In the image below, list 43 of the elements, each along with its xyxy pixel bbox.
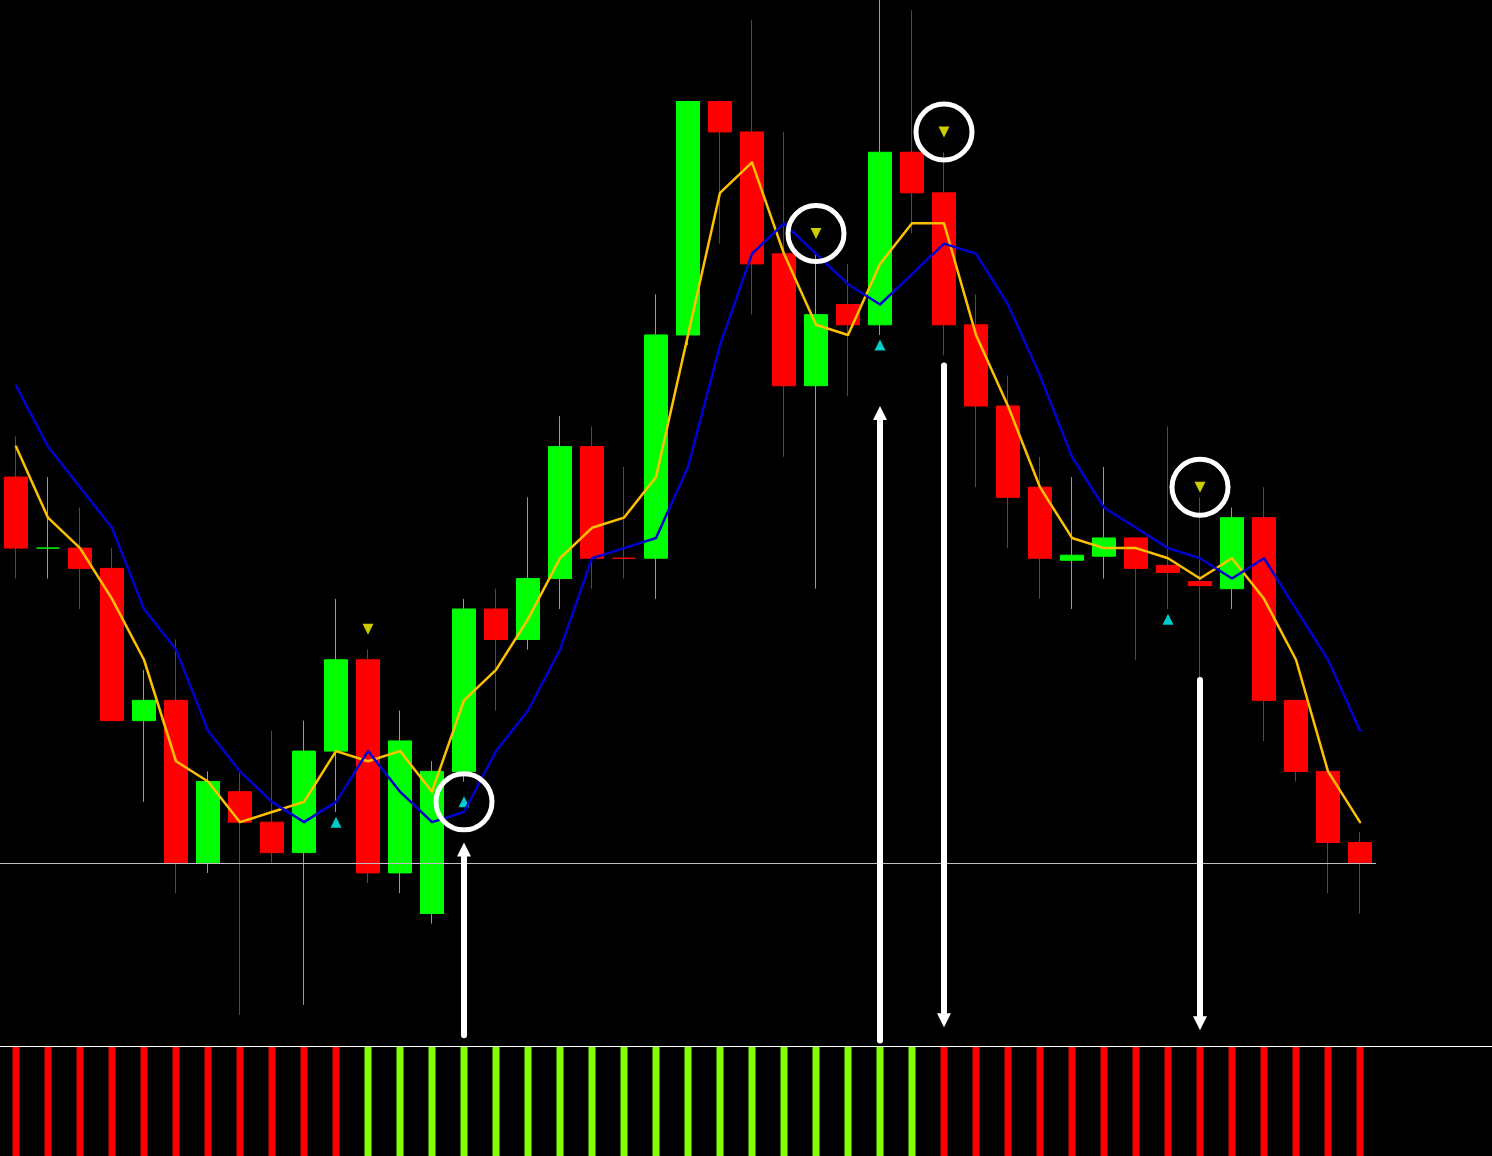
candlestick — [1028, 456, 1052, 600]
candlestick — [1252, 486, 1276, 742]
candlestick — [388, 710, 412, 894]
point — [1162, 613, 1174, 625]
candlestick — [708, 101, 732, 245]
candlestick — [964, 293, 988, 488]
point — [874, 339, 886, 351]
candlestick — [260, 730, 284, 864]
candlestick — [644, 293, 668, 600]
candlestick — [132, 669, 156, 803]
candlestick — [452, 598, 476, 783]
candlestick — [996, 375, 1020, 549]
candlestick — [772, 131, 796, 458]
candlestick — [740, 19, 764, 316]
candlestick — [516, 496, 540, 651]
candlestick — [484, 588, 508, 711]
candlestick — [1156, 425, 1180, 610]
candlestick — [804, 253, 828, 590]
candlestick — [868, 0, 892, 336]
candlestick — [932, 151, 956, 356]
candlestick — [1316, 770, 1340, 894]
candlestick — [676, 101, 700, 346]
candlestick — [100, 547, 124, 722]
point — [362, 623, 374, 635]
candlestick — [1284, 699, 1308, 783]
candlestick — [4, 435, 28, 580]
candlestick — [164, 638, 188, 894]
candlestick — [548, 415, 572, 610]
candlestick — [1220, 507, 1244, 610]
point — [330, 816, 342, 828]
candlestick — [1060, 476, 1084, 610]
candlestick — [1348, 831, 1372, 914]
candlestick — [356, 649, 380, 884]
candlestick — [612, 466, 636, 580]
candlestick — [1124, 537, 1148, 661]
candlestick — [36, 476, 60, 580]
candlestick — [196, 770, 220, 874]
candlestick — [228, 770, 252, 1016]
candlestick — [324, 598, 348, 813]
candlestick — [900, 9, 924, 234]
candlestick — [836, 263, 860, 397]
candlestick — [292, 720, 316, 1006]
candlestick — [580, 425, 604, 590]
